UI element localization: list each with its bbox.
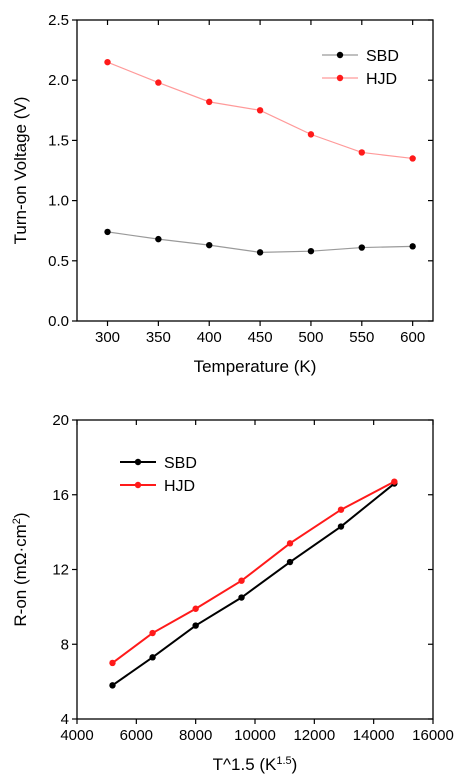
y-tick-label: 2.5 [48,12,69,29]
y-tick-label: 1.5 [48,132,69,149]
data-point-sbd [409,243,416,250]
x-axis-title: T^1.5 (K1.5) [213,755,298,774]
y-axis-title: Turn-on Voltage (V) [11,97,30,245]
data-point-hjd [149,629,156,637]
x-tick-label: 350 [146,329,171,346]
x-axis-title: Temperature (K) [194,357,317,376]
x-tick-label: 550 [349,329,374,346]
legend-label-sbd: SBD [164,455,197,472]
data-point-hjd [307,131,315,138]
x-tick-label: 16000 [412,727,454,744]
x-tick-label: 450 [248,329,273,346]
y-tick-label: 0.0 [48,313,69,330]
y-tick-label: 0.5 [48,253,69,270]
plot-frame [76,19,434,322]
x-tick-label: 400 [197,329,222,346]
y-tick-label: 2.0 [48,72,69,89]
x-tick-label: 500 [298,329,323,346]
data-point-hjd [391,478,398,485]
chart-2: 4000 6000 8000 10000 12000 14000 16000 4 8 12 16 20… [11,412,454,774]
y-tick-label: 8 [61,636,69,653]
data-point-sbd [109,682,116,689]
data-point-hjd [104,58,111,66]
data-point-hjd [358,149,365,156]
legend-marker-sbd [336,51,344,59]
x-tick-label: 8000 [179,727,212,744]
data-point-sbd [155,235,162,243]
legend-label-hjd: HJD [164,478,195,495]
data-point-sbd [149,654,156,661]
data-point-sbd [238,594,245,601]
legend-marker-hjd [336,74,344,82]
data-point-hjd [337,506,345,513]
x-tick-label: 300 [95,329,120,346]
data-point-hjd [155,79,162,86]
x-tick-label: 600 [400,329,425,346]
legend-marker-hjd [134,481,142,489]
data-point-hjd [409,155,416,162]
data-point-hjd [256,107,264,114]
data-point-sbd [256,249,264,256]
y-tick-label: 4 [61,711,69,728]
data-point-sbd [307,247,315,255]
data-point-sbd [337,523,345,530]
y-tick-label: 1.0 [48,193,69,210]
data-point-sbd [192,622,199,629]
data-point-sbd [286,558,294,566]
x-tick-label: 14000 [353,727,395,744]
legend-label-hjd: HJD [366,71,397,88]
y-tick-label: 12 [52,562,69,579]
chart-1: 300 350 400 450 500 550 600 0.0 0.5 1.0 1.5 2.0 2.5 T… [11,12,434,376]
data-point-hjd [286,540,294,547]
x-tick-label: 10000 [234,727,276,744]
x-tick-label: 4000 [60,727,93,744]
y-tick-label: 16 [52,487,69,504]
x-tick-label: 6000 [120,727,153,744]
data-point-hjd [192,605,199,612]
series-line-hjd [111,480,395,664]
legend-marker-sbd [134,458,142,466]
data-point-hjd [109,659,116,667]
y-tick-label: 20 [52,412,69,429]
y-axis-title: R-on (mΩ·cm2) [11,512,30,626]
data-point-hjd [238,577,245,584]
data-point-hjd [206,98,213,106]
data-point-sbd [104,228,111,236]
x-tick-label: 12000 [293,727,335,744]
legend-label-sbd: SBD [366,48,399,65]
data-point-sbd [358,244,365,251]
data-point-sbd [206,241,213,249]
